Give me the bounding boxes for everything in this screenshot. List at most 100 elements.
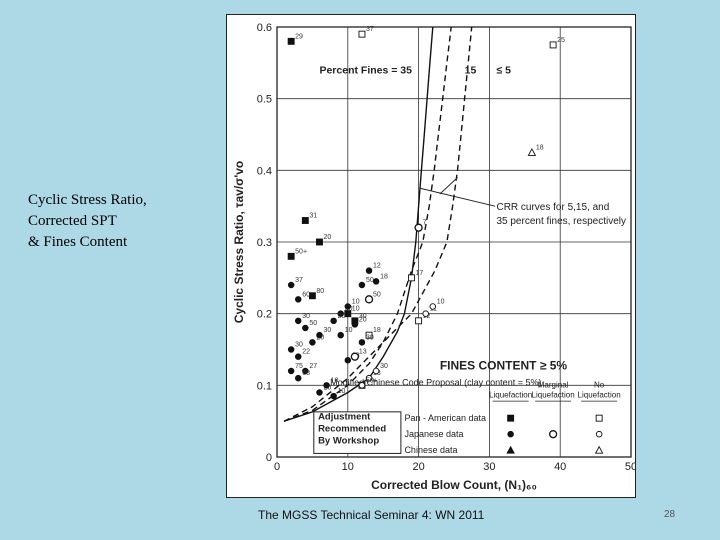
workshop-line-1: Adjustment (318, 412, 371, 423)
data-point-label: 10 (437, 299, 445, 306)
y-tick-label: 0 (266, 452, 272, 464)
data-point (337, 310, 344, 317)
data-point-label: 7 (423, 220, 427, 227)
data-point (365, 331, 373, 339)
crr-leader-line (439, 177, 458, 195)
data-point (364, 295, 374, 304)
legend-row-label: Chinese data (404, 445, 457, 455)
data-point (429, 303, 437, 310)
data-point (287, 252, 295, 260)
data-point (309, 339, 316, 346)
data-point-label: 50+ (295, 248, 307, 255)
data-point (350, 352, 360, 361)
y-axis-label: Cyclic Stress Ratio, τav/σ'vo (232, 161, 246, 324)
data-point (358, 30, 366, 38)
slide-title-line-1: Cyclic Stress Ratio, (28, 192, 147, 208)
y-tick-label: 0.2 (257, 309, 272, 321)
chinese-code-label: Modified Chinese Code Proposal (clay con… (330, 377, 541, 387)
legend-marker (507, 414, 515, 422)
data-point (414, 223, 423, 232)
cyclic-stress-chart: 0 10 20 30 40 5000.10.20.30.40.50.6Corrected … (232, 22, 635, 492)
data-point-label: 12 (373, 263, 381, 270)
slide-page-number: 28 (664, 509, 676, 520)
workshop-box (313, 411, 402, 454)
data-point (294, 374, 302, 382)
data-point-label: 60 (302, 291, 310, 298)
data-point (330, 317, 337, 325)
x-axis-label: Corrected Blow Count, (N₁)₆₀ (371, 478, 537, 492)
slide-footer: The MGSS Technical Seminar 4: WN 2011 (258, 508, 485, 522)
crr-curve-3 (283, 26, 473, 422)
data-point (316, 331, 323, 339)
data-point-label: 50 (373, 291, 381, 298)
legend-marker (595, 430, 603, 438)
data-point-label: 29 (295, 33, 303, 40)
slide-title-line-3: & Fines Content (28, 234, 128, 250)
data-point-label: 25 (557, 37, 565, 44)
data-point (302, 367, 309, 375)
crr-curve-2 (283, 26, 452, 422)
data-point (302, 324, 309, 332)
x-tick-label: 0 (274, 461, 280, 473)
data-point (337, 331, 344, 339)
x-tick-label: 20 (412, 461, 424, 473)
data-point-label: 30 (302, 313, 310, 320)
data-point (287, 346, 295, 353)
data-point-label: 75 (295, 363, 303, 370)
legend-marker (548, 430, 558, 439)
data-point-label: 10 (338, 388, 346, 395)
data-point-label: 18 (373, 327, 381, 334)
legend-header: Liquefaction (578, 391, 621, 400)
legend-header: Liquefaction (489, 391, 532, 400)
fines-15-label: 15 (465, 65, 477, 77)
data-point (372, 367, 380, 375)
percent-fines-label: Percent Fines = 35 (319, 65, 412, 77)
fines-5-label: ≤ 5 (496, 65, 511, 77)
data-point (316, 238, 323, 246)
data-point-label: 27 (309, 363, 317, 370)
data-point-label: 50 (366, 277, 374, 284)
data-point (287, 367, 295, 375)
data-point (344, 357, 352, 364)
data-point-label: 18 (380, 273, 388, 280)
data-point-label: 30 (295, 342, 303, 349)
data-point (365, 374, 373, 382)
y-tick-label: 0.4 (257, 165, 272, 177)
data-point-label: 10 (345, 327, 353, 334)
crr-leader-line (419, 187, 496, 207)
data-point (365, 267, 373, 274)
data-point (323, 382, 330, 389)
data-point-label: 37 (295, 277, 303, 284)
data-point-label: 17 (416, 270, 424, 277)
legend-marker (507, 430, 514, 438)
legend-marker (595, 414, 603, 422)
data-point-label: 30 (380, 363, 388, 370)
data-point (358, 339, 366, 346)
data-point-label: 50+ (366, 377, 378, 384)
data-point (330, 392, 337, 400)
data-point-label: 30 (366, 334, 374, 341)
data-point (351, 321, 359, 328)
y-tick-label: 0.3 (257, 237, 272, 249)
data-point-label: 30 (323, 327, 331, 334)
data-point (408, 274, 415, 282)
slide-title-line-2: Corrected SPT (28, 213, 117, 229)
data-point (294, 353, 302, 360)
data-point-label: 13 (359, 349, 367, 356)
data-point-label: 68 (302, 370, 310, 377)
crr-note-line-2: 35 percent fines, respectively (496, 216, 626, 227)
data-point (415, 317, 423, 325)
data-point (358, 281, 366, 289)
legend-header: No (594, 381, 605, 390)
data-point-label: 22 (302, 349, 310, 356)
crr-curve-1 (283, 26, 434, 422)
crr-note-line-1: CRR curves for 5,15, and (496, 202, 609, 213)
data-point (422, 310, 429, 317)
workshop-line-3: By Workshop (318, 436, 379, 447)
fines-content-label: FINES CONTENT ≥ 5% (440, 359, 568, 373)
data-point-label: 50 (309, 320, 317, 327)
legend-header: Liquefaction (532, 391, 575, 400)
data-point-label: 37 (366, 26, 374, 33)
data-point-label: 20 (359, 316, 367, 323)
data-point (301, 217, 309, 224)
